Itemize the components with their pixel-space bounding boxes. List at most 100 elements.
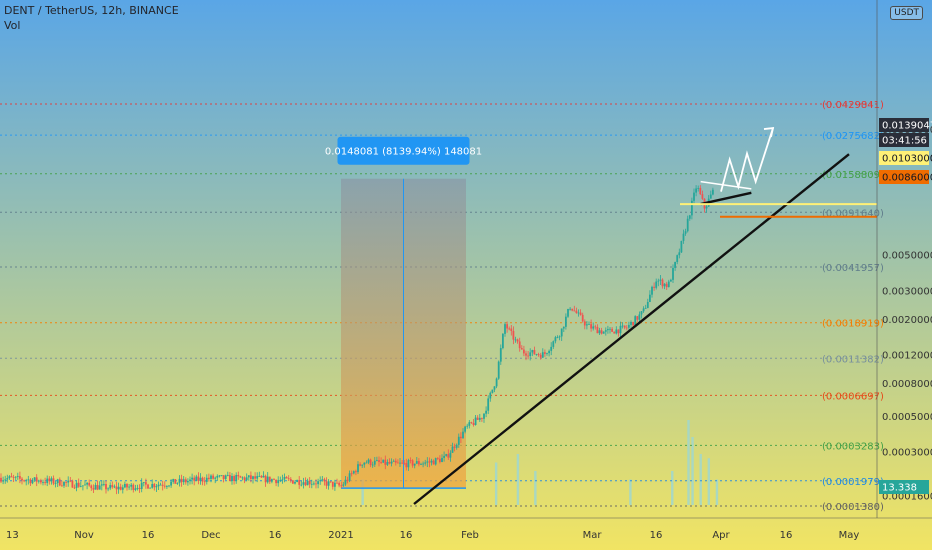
candle-body [697,187,700,189]
level-label: (0.0003283) [822,441,884,452]
candle-body [262,475,265,478]
candle-body [371,464,374,466]
symbol-title: DENT / TetherUS, 12h, BINANCE [4,4,179,17]
candle-body [84,484,86,486]
candle-body [115,486,118,490]
candle-body [569,308,571,310]
candle-body [413,463,416,466]
candle-body [529,352,532,357]
candle-body [40,480,42,483]
candle-body [317,481,319,485]
volume-bar [699,454,702,505]
candle-body [21,478,23,481]
candle-body [90,485,93,489]
candle-body [281,479,284,481]
candle-body [579,312,582,315]
trend-line[interactable] [413,153,850,505]
candle-body [623,325,626,328]
candle-body [35,477,38,482]
volume-bar [687,420,690,505]
candle-body [124,483,126,488]
time-tick-label: 16 [780,530,793,541]
candle-body [691,200,693,216]
candle-body [69,480,72,482]
candle-body [705,206,708,209]
candle-body [665,283,668,288]
candle-body [31,480,34,484]
candle-body [283,476,286,480]
candle-body [266,476,269,483]
candle-body [340,485,343,487]
candle-body [306,480,309,486]
candle-body [562,326,565,329]
candle-body [544,352,546,354]
volume-bar [707,458,711,505]
candle-body [502,333,504,349]
candle-body [37,480,40,482]
candle-body [386,461,389,465]
candle-body [180,478,183,483]
triangle-lower-line[interactable] [700,191,752,206]
level-label: (0.0091640) [822,208,884,219]
candle-body [8,476,11,479]
triangle-upper-line[interactable] [700,180,752,190]
candle-body [54,483,57,484]
candle-body [252,476,254,480]
currency-badge[interactable]: USDT [890,6,923,20]
candle-body [294,482,296,484]
candle-body [407,460,410,468]
candle-body [29,479,32,484]
candle-body [472,423,475,426]
candle-body [646,301,649,308]
candle-body [199,477,202,481]
candle-body [233,476,235,481]
level-label: (0.0006697) [822,391,884,402]
candle-body [667,281,670,288]
candle-body [682,233,685,241]
price-badge [879,480,929,494]
candle-body [390,461,393,464]
candle-body [77,482,80,487]
candle-body [308,480,311,485]
candle-body [394,460,397,463]
candle-body [516,339,519,342]
candle-body [147,484,149,489]
candle-body [621,325,624,327]
candle-body [229,475,231,482]
candle-body [548,350,550,354]
price-tick-label: 0.0005000 [882,412,932,423]
candle-body [426,461,429,463]
candle-body [418,461,420,465]
projection-path[interactable] [720,127,774,192]
candle-body [577,312,580,314]
candle-body [48,478,51,482]
candle-body [46,478,49,484]
candle-body [470,422,473,424]
candle-body [550,346,553,351]
candle-body [376,460,378,461]
candle-body [130,484,133,487]
candle-body [468,422,471,426]
candle-body [352,471,355,474]
candle-body [663,283,666,287]
candle-body [245,477,248,481]
candle-body [447,454,450,458]
candle-body [94,484,97,490]
level-label: (0.0011382) [822,354,884,365]
candle-body [258,475,261,477]
candle-body [214,477,217,479]
candle-body [430,460,433,463]
candle-body [518,341,521,349]
candle-body [573,310,576,312]
candle-body [359,464,361,466]
candle-body [415,461,418,464]
candle-body [287,478,290,480]
candle-body [541,352,544,358]
candle-body [327,481,330,486]
volume-bar [494,462,498,505]
candle-body [602,331,605,334]
candle-body [405,462,408,468]
candle-body [88,482,91,486]
